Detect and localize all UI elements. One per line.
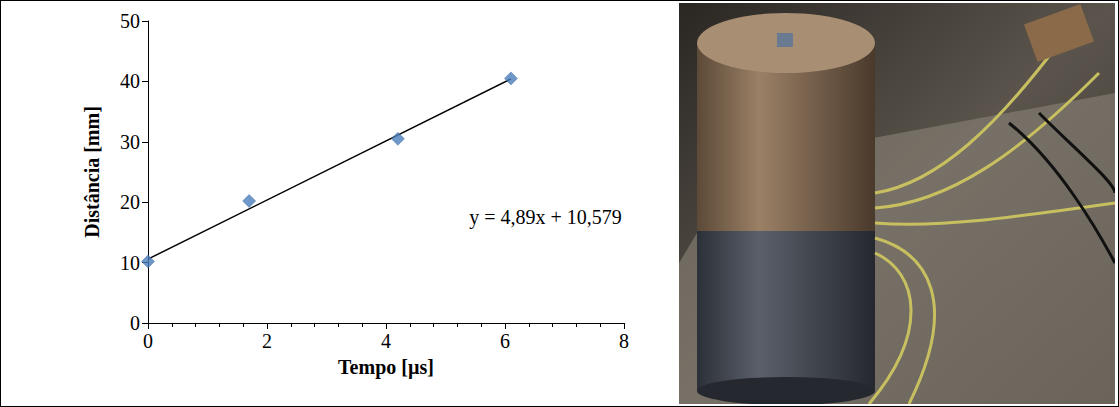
- svg-text:20: 20: [120, 191, 140, 213]
- svg-text:30: 30: [120, 131, 140, 153]
- svg-text:Distância [mm]: Distância [mm]: [81, 106, 103, 238]
- svg-text:50: 50: [120, 10, 140, 32]
- svg-text:0: 0: [143, 330, 153, 352]
- svg-text:8: 8: [619, 330, 629, 352]
- svg-text:0: 0: [130, 312, 140, 334]
- svg-text:40: 40: [120, 70, 140, 92]
- svg-text:6: 6: [500, 330, 510, 352]
- svg-text:y = 4,89x + 10,579: y = 4,89x + 10,579: [469, 206, 622, 229]
- svg-text:2: 2: [262, 330, 272, 352]
- svg-text:10: 10: [120, 252, 140, 274]
- svg-text:Tempo [µs]: Tempo [µs]: [338, 356, 434, 379]
- svg-text:4: 4: [381, 330, 391, 352]
